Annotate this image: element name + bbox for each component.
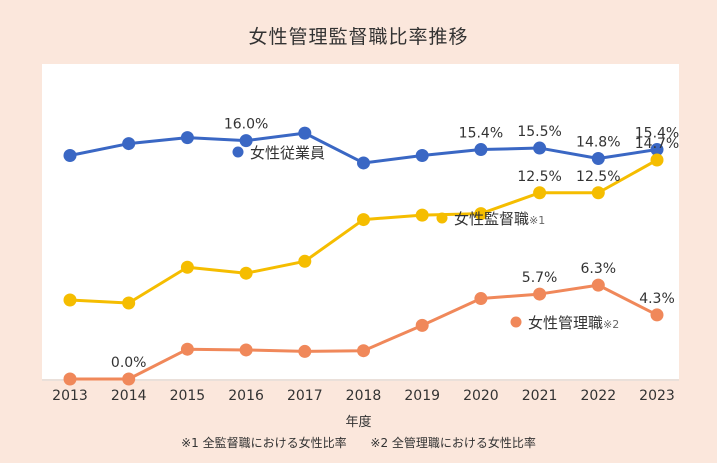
data-point [239, 343, 253, 357]
series-employees [63, 126, 664, 170]
data-point [180, 131, 194, 145]
data-point [357, 156, 370, 170]
data-point [63, 149, 77, 162]
data-point [180, 342, 194, 356]
legend-managers: 女性管理職※2 [510, 314, 619, 332]
data-point [357, 213, 370, 227]
data-point [474, 207, 488, 221]
legend-supervisors: 女性監督職※1 [436, 210, 545, 228]
data-label: 12.5% [576, 169, 620, 185]
data-point [650, 143, 664, 157]
data-point [533, 141, 547, 155]
x-tick-label: 2020 [463, 388, 499, 404]
legend-label: 女性監督職※1 [454, 210, 545, 228]
series-line-supervisors [69, 158, 658, 305]
data-point [415, 208, 429, 222]
data-point [298, 254, 312, 268]
footnote-2: ※2 全管理職における女性比率 [370, 436, 536, 450]
x-tick-label: 2019 [404, 388, 440, 404]
data-point [63, 372, 77, 386]
data-point [591, 278, 605, 292]
data-label: 14.7% [635, 136, 679, 152]
x-tick-label: 2022 [580, 388, 616, 404]
data-label: 15.4% [459, 126, 503, 142]
data-label: 12.5% [517, 169, 561, 185]
data-point [122, 372, 136, 386]
data-point [239, 266, 253, 280]
x-tick-label: 2023 [639, 388, 675, 404]
data-point [180, 260, 194, 274]
data-point [591, 186, 605, 200]
footnotes: ※1 全監督職における女性比率 ※2 全管理職における女性比率 [0, 434, 717, 451]
x-tick-label: 2015 [170, 388, 206, 404]
data-point [533, 287, 547, 301]
x-tick-label: 2016 [228, 388, 264, 404]
data-point [298, 126, 312, 140]
data-point [650, 308, 664, 322]
series-supervisors [63, 153, 664, 310]
data-point [239, 134, 253, 148]
data-label: 15.4% [635, 126, 679, 142]
series-line-managers [70, 283, 658, 381]
data-point [474, 143, 488, 157]
legend-note: ※1 [529, 214, 545, 227]
x-tick-label: 2021 [522, 388, 558, 404]
data-point [122, 137, 136, 151]
x-tick-label: 2013 [52, 388, 88, 404]
data-label: 4.3% [639, 291, 675, 307]
data-point [415, 318, 429, 332]
data-label: 16.0% [224, 117, 268, 133]
data-label: 0.0% [111, 355, 147, 371]
data-point [474, 292, 488, 306]
data-point [650, 153, 664, 167]
data-point [415, 149, 429, 162]
legend-marker [436, 212, 448, 224]
legend-label: 女性従業員 [250, 144, 325, 162]
series-managers [63, 278, 664, 386]
data-point [63, 293, 77, 307]
data-point [533, 186, 547, 200]
data-label: 15.5% [517, 124, 561, 140]
data-label: 6.3% [581, 261, 617, 277]
x-axis-label: 年度 [345, 415, 372, 430]
data-point [357, 344, 370, 358]
data-label: 14.8% [576, 134, 620, 150]
footnote-1: ※1 全監督職における女性比率 [181, 436, 347, 450]
legend-note: ※2 [603, 318, 619, 331]
data-label: 5.7% [522, 270, 558, 286]
data-point [591, 151, 605, 165]
legend-marker [510, 316, 522, 328]
x-tick-label: 2018 [346, 388, 382, 404]
chart-title: 女性管理監督職比率推移 [248, 26, 469, 48]
legend-label: 女性管理職※2 [528, 314, 619, 332]
legend-employees: 女性従業員 [232, 144, 325, 162]
data-point [298, 344, 312, 358]
x-tick-label: 2014 [111, 388, 147, 404]
data-point [122, 296, 136, 310]
legend-marker [232, 146, 244, 158]
x-tick-label: 2017 [287, 388, 323, 404]
